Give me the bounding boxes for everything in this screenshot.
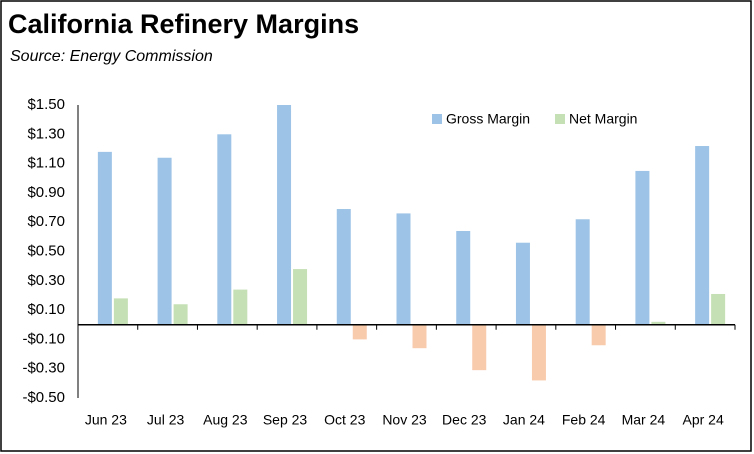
bar	[456, 230, 471, 325]
bar	[635, 170, 650, 325]
x-tick-label: Nov 23	[382, 412, 427, 428]
y-tick-label: $1.30	[27, 125, 65, 142]
legend-swatch	[432, 114, 442, 124]
x-tick-label: Mar 24	[622, 412, 666, 428]
x-tick-label: Jun 23	[85, 412, 127, 428]
x-tick-label: Jul 23	[147, 412, 185, 428]
bar	[396, 213, 411, 325]
x-tick-label: Apr 24	[683, 412, 724, 428]
bar	[97, 151, 112, 325]
y-tick-label: $0.10	[27, 301, 65, 318]
y-tick-label: $0.30	[27, 272, 65, 289]
y-tick-label: -$0.50	[22, 389, 65, 406]
x-tick-label: Sep 23	[263, 412, 308, 428]
legend-label: Gross Margin	[446, 111, 530, 127]
legend-swatch	[555, 114, 565, 124]
bar	[695, 146, 710, 325]
y-tick-label: $0.90	[27, 184, 65, 201]
bar	[277, 105, 292, 325]
y-tick-label: -$0.10	[22, 330, 65, 347]
bar	[591, 324, 606, 346]
y-tick-label: $1.10	[27, 155, 65, 172]
bar	[157, 157, 172, 325]
x-tick-label: Jan 24	[503, 412, 545, 428]
bar	[217, 134, 232, 325]
y-tick-label: -$0.30	[22, 360, 65, 377]
bar	[711, 293, 726, 325]
x-tick-label: Aug 23	[203, 412, 248, 428]
bar	[113, 298, 128, 325]
chart-subtitle: Source: Energy Commission	[10, 48, 213, 65]
y-tick-label: $0.70	[27, 213, 65, 230]
bar	[651, 321, 666, 325]
bar	[336, 209, 351, 325]
x-tick-label: Feb 24	[562, 412, 606, 428]
bar	[173, 304, 188, 325]
bar	[293, 269, 308, 325]
x-tick-label: Oct 23	[324, 412, 365, 428]
chart-title: California Refinery Margins	[8, 9, 359, 39]
y-tick-label: $0.50	[27, 242, 65, 259]
bar	[575, 219, 590, 325]
bar	[531, 324, 546, 381]
bar	[515, 242, 530, 325]
bar	[412, 324, 427, 349]
y-tick-label: $1.50	[27, 96, 65, 113]
bar	[233, 289, 248, 325]
bar	[352, 324, 367, 340]
x-tick-label: Dec 23	[442, 412, 487, 428]
legend-label: Net Margin	[569, 111, 637, 127]
bar	[472, 324, 487, 371]
